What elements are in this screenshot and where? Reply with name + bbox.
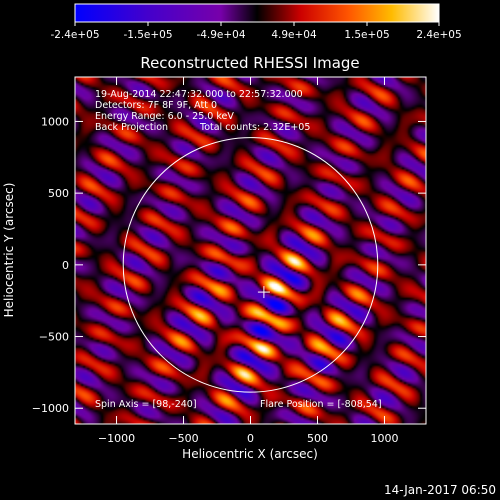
y-tick-label: −1000 <box>32 402 69 415</box>
y-tick-label: 0 <box>62 259 69 272</box>
heatmap-image <box>75 77 426 424</box>
solar-limb-circle <box>122 137 379 393</box>
x-axis-ticks <box>116 77 385 424</box>
y-axis-ticks <box>75 120 426 409</box>
annotation-spin-axis: Spin Axis = [98,-240] <box>95 399 197 410</box>
x-tick-label: −1000 <box>98 432 135 445</box>
annotation-detectors: Detectors: 7F 8F 9F, Att 0 <box>95 100 217 111</box>
x-tick-label: −500 <box>168 432 198 445</box>
y-axis-label: Heliocentric Y (arcsec) <box>2 183 16 318</box>
colorbar-label-5: 2.4e+05 <box>416 29 461 41</box>
y-tick-label: 1000 <box>41 115 69 128</box>
colorbar-label-0: -2.4e+05 <box>50 29 99 41</box>
y-tick-label: 500 <box>48 187 69 200</box>
annotation-counts: Total counts: 2.32E+05 <box>199 122 310 133</box>
heatmap <box>75 77 426 424</box>
annotation-energy-range: Energy Range: 6.0 - 25.0 keV <box>95 111 234 122</box>
x-tick-label: 1000 <box>370 432 398 445</box>
annotations: 19-Aug-2014 22:47:32.000 to 22:57:32.000… <box>95 89 382 410</box>
annotation-method: Back Projection <box>95 122 168 133</box>
x-tick-label: 500 <box>307 432 328 445</box>
x-tick-label: 0 <box>247 432 254 445</box>
annotation-time-range: 19-Aug-2014 22:47:32.000 to 22:57:32.000 <box>95 89 303 100</box>
annotation-flare-position: Flare Position = [-808,54] <box>260 399 382 410</box>
chart-title: Reconstructed RHESSI Image <box>140 54 359 72</box>
cross-icon <box>257 286 270 299</box>
colorbar-label-3: 4.9e+04 <box>271 29 317 41</box>
colorbar-label-2: -4.9e+04 <box>196 29 245 41</box>
colorbar-gradient <box>74 3 440 23</box>
y-tick-label: −500 <box>39 331 69 344</box>
colorbar-label-1: -1.5e+05 <box>123 29 172 41</box>
window-timestamp: 14-Jan-2017 06:50 <box>384 483 496 497</box>
colorbar-label-4: 1.5e+05 <box>344 29 389 41</box>
colorbar: -2.4e+05 -1.5e+05 -4.9e+04 4.9e+04 1.5e+… <box>50 3 462 41</box>
x-axis-label: Heliocentric X (arcsec) <box>182 447 318 461</box>
